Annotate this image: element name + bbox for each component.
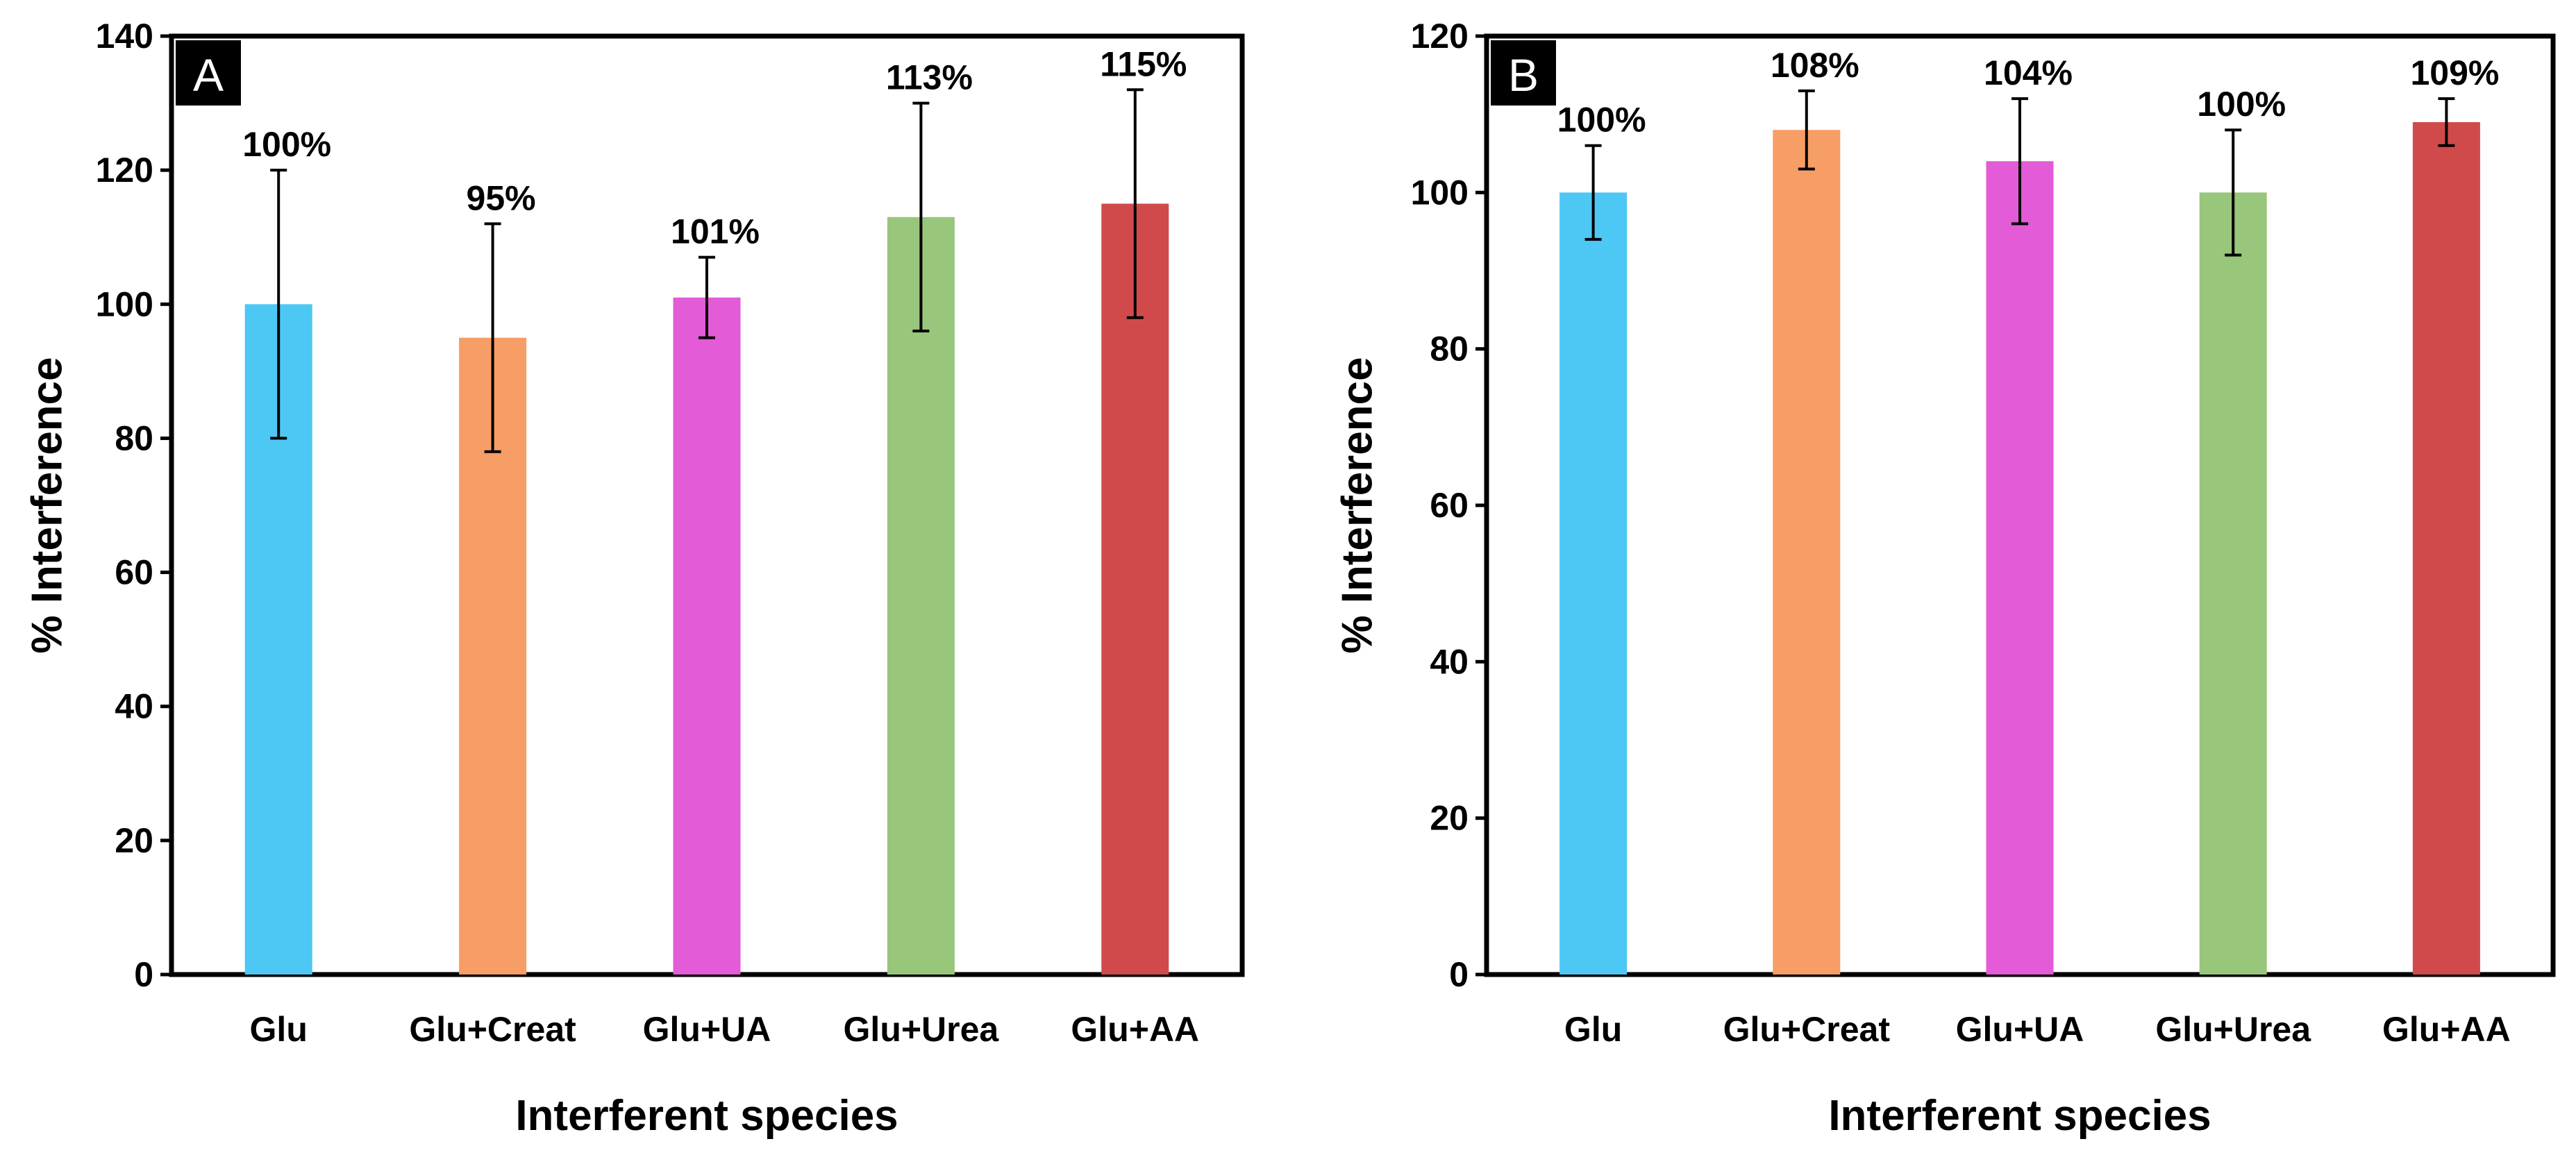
y-axis-title: % Interference	[1334, 357, 1382, 653]
bar-glu-ua	[1986, 161, 2054, 975]
data-label: 109%	[2410, 53, 2499, 92]
panel-label: A	[193, 49, 224, 101]
x-axis-title: Interferent species	[515, 1092, 898, 1140]
x-category-label: Glu+AA	[2382, 1010, 2511, 1049]
y-axis-title: % Interference	[24, 357, 72, 653]
data-label: 100%	[2197, 85, 2286, 124]
x-category-label: Glu+Creat	[409, 1010, 576, 1049]
data-label: 108%	[1771, 46, 1859, 85]
bar-glu-aa	[1101, 203, 1169, 975]
panel-label: B	[1508, 49, 1539, 101]
y-tick-label: 120	[1411, 17, 1469, 56]
panel-a: 0 20 40 60 80 100 120 140 100% Glu 95% Glu+Creat 101…	[24, 17, 1245, 1140]
x-category-label: Glu	[250, 1010, 308, 1049]
y-tick-label: 140	[96, 17, 153, 56]
y-tick-label: 100	[96, 285, 153, 323]
y-tick-label: 40	[115, 687, 153, 726]
bar-glu-creat	[1773, 130, 1841, 975]
y-tick-label: 40	[1430, 642, 1469, 681]
y-tick-label: 100	[1411, 173, 1469, 212]
bar-glu-urea	[2199, 192, 2267, 975]
x-category-label: Glu+Creat	[1723, 1010, 1891, 1049]
y-tick-label: 0	[134, 955, 153, 994]
x-category-label: Glu+UA	[643, 1010, 771, 1049]
x-category-label: Glu+AA	[1071, 1010, 1199, 1049]
bar-glu-aa	[2412, 121, 2480, 975]
x-category-label: Glu+UA	[1956, 1010, 2084, 1049]
panel-b: 0 20 40 60 80 100 120 100% Glu 108% Glu+Creat 104% G…	[1334, 17, 2556, 1140]
data-label: 100%	[242, 125, 331, 164]
data-label: 95%	[467, 178, 536, 217]
bar-glu	[1559, 192, 1628, 975]
data-label: 104%	[1984, 53, 2073, 92]
x-axis-title: Interferent species	[1828, 1092, 2211, 1140]
data-label: 113%	[886, 58, 973, 97]
y-tick-label: 20	[115, 821, 153, 860]
y-tick-label: 80	[115, 419, 153, 457]
data-label: 101%	[671, 212, 760, 251]
x-category-label: Glu	[1564, 1010, 1622, 1049]
panel-label-badge	[1491, 40, 1556, 106]
data-label: 115%	[1100, 44, 1187, 83]
y-tick-label: 60	[115, 553, 153, 592]
bar-glu-urea	[887, 217, 955, 975]
y-tick-label: 60	[1430, 486, 1469, 525]
panel-label-badge	[176, 40, 241, 106]
y-tick-label: 120	[96, 151, 153, 189]
bar-glu-ua	[673, 297, 741, 975]
y-tick-label: 0	[1449, 955, 1469, 994]
data-label: 100%	[1557, 101, 1646, 140]
x-category-label: Glu+Urea	[2155, 1010, 2311, 1049]
x-category-label: Glu+Urea	[844, 1010, 1000, 1049]
y-tick-label: 80	[1430, 330, 1469, 369]
y-tick-label: 20	[1430, 799, 1469, 838]
